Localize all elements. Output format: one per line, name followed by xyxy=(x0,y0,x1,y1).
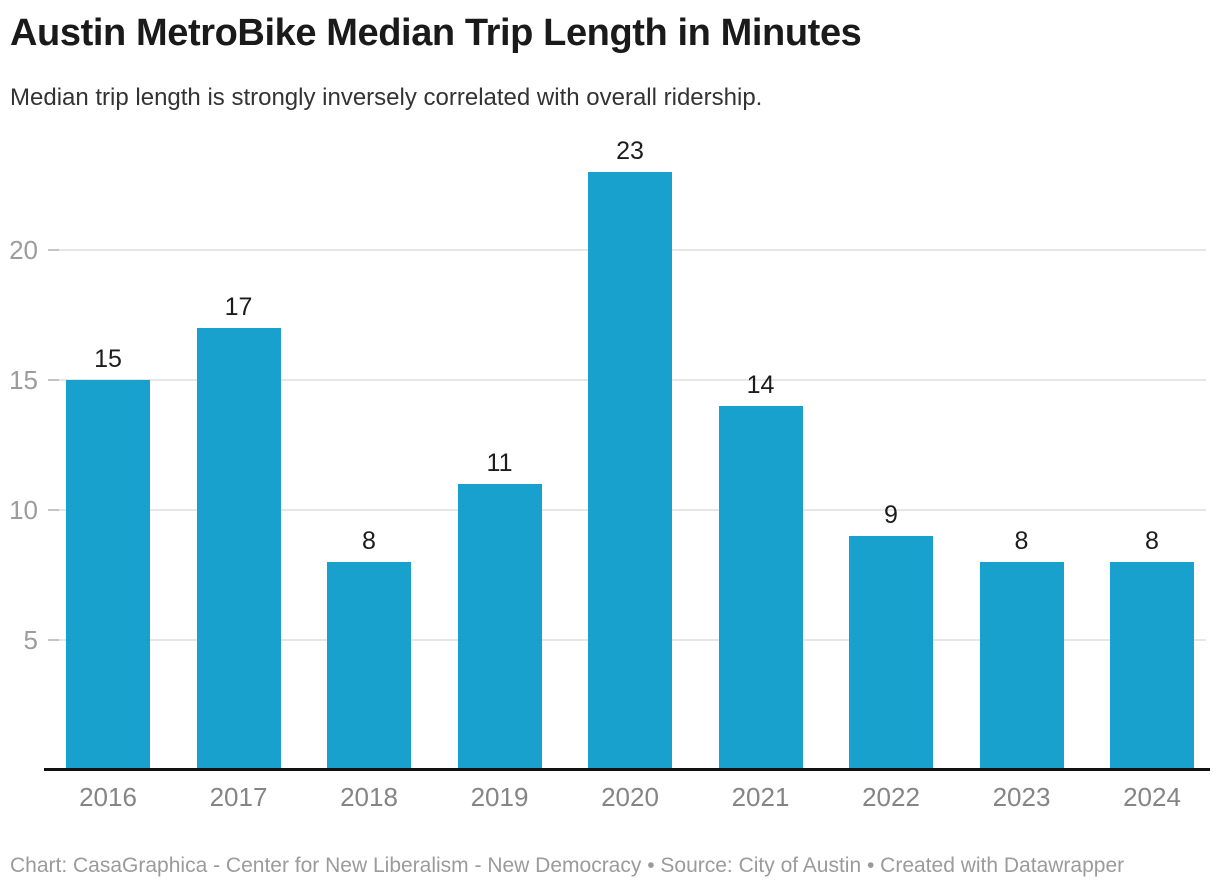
x-axis-label: 2021 xyxy=(731,782,790,812)
bar-2018 xyxy=(327,562,411,770)
chart-title: Austin MetroBike Median Trip Length in M… xyxy=(10,12,862,54)
x-axis-label: 2020 xyxy=(601,782,659,812)
bar-value-label: 14 xyxy=(746,371,775,399)
x-axis-label: 2017 xyxy=(209,782,268,812)
bar-value-label: 17 xyxy=(224,293,253,321)
y-tick-label: 15 xyxy=(9,365,38,395)
y-axis-tick xyxy=(48,379,59,381)
bar-2022 xyxy=(849,536,933,770)
bar-value-label: 8 xyxy=(362,527,376,555)
y-axis-tick xyxy=(48,509,59,511)
y-tick-label: 5 xyxy=(23,625,38,655)
bar-2019 xyxy=(457,484,542,770)
chart-subtitle: Median trip length is strongly inversely… xyxy=(10,84,763,111)
y-tick-label: 20 xyxy=(9,235,38,265)
bar-2021 xyxy=(718,406,803,770)
bar-value-label: 23 xyxy=(616,137,644,165)
bar-2017 xyxy=(196,328,281,770)
bar-value-label: 9 xyxy=(884,501,898,529)
bar-value-label: 11 xyxy=(486,449,513,477)
y-axis-tick xyxy=(48,639,59,641)
bar-value-label: 15 xyxy=(94,345,122,373)
x-axis-label: 2024 xyxy=(1123,782,1181,812)
x-axis-baseline xyxy=(44,768,1210,771)
bar-value-label: 8 xyxy=(1014,527,1029,555)
y-axis-tick xyxy=(48,249,59,251)
x-axis-label: 2022 xyxy=(862,782,920,812)
x-axis-label: 2019 xyxy=(470,782,529,812)
x-axis-label: 2023 xyxy=(992,782,1051,812)
bar-2016 xyxy=(66,380,150,770)
bar-value-label: 8 xyxy=(1145,527,1159,555)
y-tick-label: 10 xyxy=(9,495,38,525)
x-axis-label: 2018 xyxy=(340,782,398,812)
x-axis-label: 2016 xyxy=(79,782,137,812)
chart-footer-attribution: Chart: CasaGraphica - Center for New Lib… xyxy=(10,854,1125,877)
bar-2024 xyxy=(1110,562,1194,770)
bar-2020 xyxy=(588,172,672,770)
bar-2023 xyxy=(979,562,1064,770)
